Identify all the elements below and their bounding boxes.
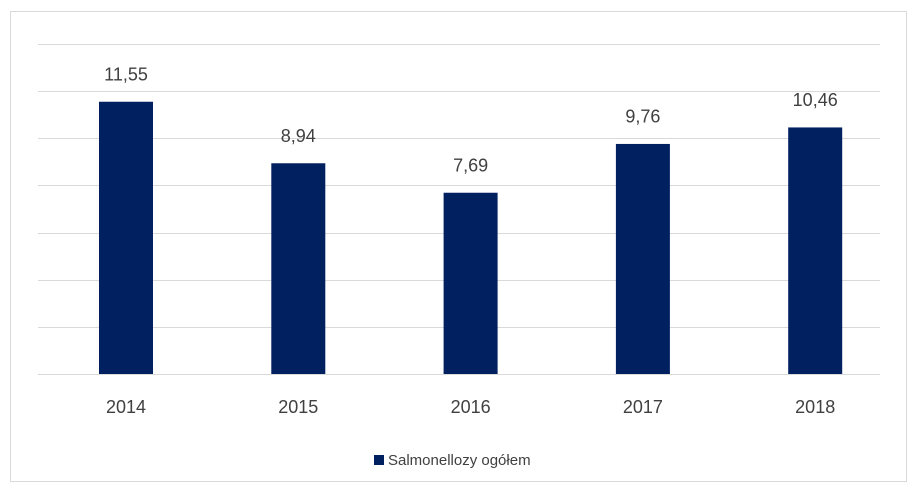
- bar: [788, 127, 843, 374]
- data-label: 7,69: [453, 155, 488, 175]
- data-label: 10,46: [793, 90, 838, 110]
- x-tick-label: 2015: [278, 397, 318, 417]
- legend-label: Salmonellozy ogółem: [388, 452, 531, 469]
- bar: [443, 192, 498, 374]
- legend-swatch: [374, 455, 384, 465]
- data-label: 11,55: [104, 65, 148, 85]
- x-tick-label: 2018: [795, 397, 835, 417]
- bar: [99, 101, 153, 374]
- x-tick-label: 2014: [106, 397, 146, 417]
- x-tick-label: 2016: [451, 397, 491, 417]
- data-label: 9,76: [625, 107, 660, 127]
- bar: [615, 143, 670, 374]
- data-label: 8,94: [281, 126, 316, 146]
- x-tick-label: 2017: [623, 397, 663, 417]
- bar: [271, 163, 326, 374]
